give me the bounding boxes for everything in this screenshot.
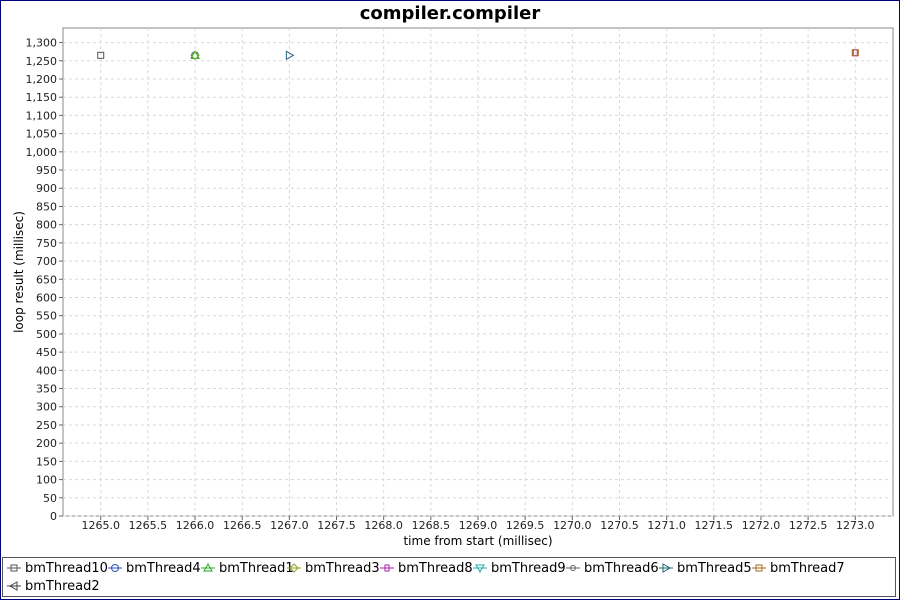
x-tick-label: 1272.5 (789, 519, 828, 532)
legend-marker-bmthread8 (384, 564, 390, 572)
legend-swatch (7, 564, 21, 572)
x-tick-label: 1272.0 (742, 519, 781, 532)
x-tick-label: 1271.0 (647, 519, 686, 532)
x-tick-label: 1271.5 (695, 519, 734, 532)
legend-marker-bmthread10 (10, 564, 18, 572)
legend-marker-bmthread6 (570, 565, 576, 571)
legend-marker-bmthread2 (8, 581, 18, 591)
x-axis-ticks: 1265.0 1265.5 1266.0 1266.5 1267.0 1267.5 1268… (81, 516, 875, 532)
data-point-bmthread5 (285, 50, 295, 61)
legend-label: bmThread6 (584, 560, 659, 576)
legend-swatch (380, 564, 394, 572)
legend-swatch (752, 564, 766, 572)
legend-marker-bmthread4 (111, 564, 119, 572)
y-tick-label: 1,150 (26, 91, 58, 104)
data-points (97, 49, 859, 61)
y-tick-label: 1,250 (26, 55, 58, 68)
y-axis-label: loop result (millisec) (12, 211, 26, 333)
legend-swatch (473, 564, 487, 574)
legend-label: bmThread1 (219, 560, 294, 576)
grid-lines (63, 28, 893, 517)
y-tick-label: 300 (36, 401, 57, 414)
y-tick-label: 700 (36, 255, 57, 268)
legend-item-bmthread1: bmThread1 (201, 559, 294, 577)
data-point-bmthread7 (851, 49, 859, 57)
data-point-bmthread10 (97, 51, 105, 59)
y-tick-label: 800 (36, 219, 57, 232)
legend-marker-bmthread7 (755, 564, 763, 572)
chart-title: compiler.compiler (360, 3, 541, 24)
legend-swatch (659, 563, 673, 573)
legend-label: bmThread5 (677, 560, 752, 576)
y-tick-label: 150 (36, 455, 57, 468)
legend-swatch (287, 563, 301, 573)
x-axis-label: time from start (millisec) (403, 534, 552, 548)
y-tick-label: 850 (36, 200, 57, 213)
x-tick-label: 1267.5 (317, 519, 356, 532)
x-tick-label: 1270.0 (553, 519, 592, 532)
legend-label: bmThread3 (305, 560, 380, 576)
legend-swatch (201, 562, 215, 572)
legend-item-bmthread9: bmThread9 (473, 559, 566, 577)
legend-item-bmthread4: bmThread4 (108, 559, 201, 577)
x-tick-label: 1268.5 (412, 519, 451, 532)
legend-item-bmthread10: bmThread10 (7, 559, 108, 577)
y-tick-label: 1,100 (26, 109, 58, 122)
y-tick-label: 0 (50, 510, 57, 523)
y-tick-label: 650 (36, 273, 57, 286)
legend-item-bmthread5: bmThread5 (659, 559, 752, 577)
legend-item-bmthread3: bmThread3 (287, 559, 380, 577)
chart-plot-svg: compiler.compiler 0 50 100 150 200 250 300 350 4… (12, 3, 894, 548)
y-tick-label: 400 (36, 364, 57, 377)
legend-swatch (108, 564, 122, 572)
legend-item-bmthread6: bmThread6 (566, 559, 659, 577)
legend-label: bmThread7 (770, 560, 845, 576)
legend-marker-bmthread9 (475, 564, 485, 574)
y-tick-label: 950 (36, 164, 57, 177)
y-axis-ticks: 0 50 100 150 200 250 300 350 400 450 500 550 600 650 7… (26, 37, 63, 523)
x-tick-label: 1266.0 (176, 519, 215, 532)
legend-label: bmThread8 (398, 560, 473, 576)
legend-label: bmThread9 (491, 560, 566, 576)
legend-marker-bmthread1 (203, 562, 213, 572)
y-tick-label: 250 (36, 419, 57, 432)
legend-label: bmThread10 (25, 560, 108, 576)
x-tick-label: 1268.0 (364, 519, 403, 532)
y-tick-label: 1,000 (26, 146, 58, 159)
y-tick-label: 750 (36, 237, 57, 250)
y-tick-label: 600 (36, 291, 57, 304)
legend-marker-bmthread5 (662, 563, 672, 573)
y-tick-label: 500 (36, 328, 57, 341)
y-tick-label: 1,200 (26, 73, 58, 86)
y-tick-label: 900 (36, 182, 57, 195)
legend-item-bmthread2: bmThread2 (7, 577, 100, 595)
y-tick-label: 550 (36, 310, 57, 323)
legend-item-bmthread7: bmThread7 (752, 559, 845, 577)
y-tick-label: 100 (36, 474, 57, 487)
legend-marker-bmthread3 (289, 563, 299, 573)
y-tick-label: 50 (43, 492, 57, 505)
x-tick-label: 1273.0 (836, 519, 875, 532)
x-tick-label: 1265.0 (81, 519, 120, 532)
x-tick-label: 1267.0 (270, 519, 309, 532)
legend-label: bmThread4 (126, 560, 201, 576)
x-tick-label: 1269.0 (459, 519, 498, 532)
legend-swatch (7, 581, 21, 591)
y-tick-label: 350 (36, 383, 57, 396)
y-tick-label: 1,300 (26, 37, 58, 50)
y-tick-label: 200 (36, 437, 57, 450)
legend-label: bmThread2 (25, 578, 100, 594)
legend-swatch (566, 565, 580, 571)
x-tick-label: 1269.5 (506, 519, 545, 532)
data-point-bmthread3 (190, 50, 200, 61)
legend-item-bmthread8: bmThread8 (380, 559, 473, 577)
y-tick-label: 450 (36, 346, 57, 359)
x-tick-label: 1265.5 (129, 519, 168, 532)
chart-legend: bmThread10 bmThread4 bmThread1 bmThread3 bmT… (2, 557, 896, 597)
y-tick-label: 1,050 (26, 128, 58, 141)
x-tick-label: 1270.5 (600, 519, 639, 532)
data-point-bmthread1 (190, 50, 200, 59)
x-tick-label: 1266.5 (223, 519, 262, 532)
